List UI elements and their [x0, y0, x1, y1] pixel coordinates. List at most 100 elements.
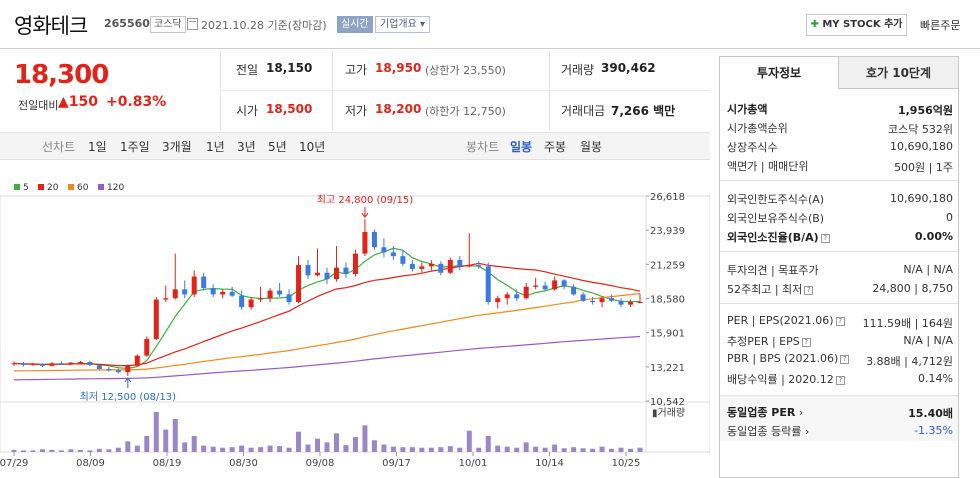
candle-body	[96, 365, 102, 370]
volume-bar	[371, 440, 377, 452]
volume-bars	[11, 412, 643, 452]
help-icon[interactable]: ?	[835, 316, 845, 326]
candle-daily[interactable]: 일봉	[510, 140, 533, 154]
volume-bar	[210, 446, 216, 452]
price-chart[interactable]: 5 20 60 120 최고 24,800 (09/15) 최저 12,500 (08/…	[0, 174, 710, 478]
pbr-value: 3.88배 | 4,712원	[866, 355, 953, 368]
legend-swatch	[14, 184, 20, 190]
period-3m[interactable]: 3개월	[162, 140, 192, 154]
add-mystock-button[interactable]: ✚ MY STOCK 추가	[806, 14, 907, 36]
candle-body	[125, 365, 131, 373]
volume-bar	[134, 445, 140, 452]
high-arrow	[361, 207, 369, 219]
ma-line-60	[13, 293, 641, 372]
period-3y[interactable]: 3년	[237, 140, 256, 154]
volume-bar	[609, 448, 615, 452]
volume-bar	[153, 412, 159, 452]
volume-bar	[637, 447, 643, 452]
volume-label: 거래량	[561, 63, 595, 77]
par-label: 액면가 | 매매단위	[727, 160, 809, 173]
volume-bar	[333, 433, 339, 452]
legend-label: 120	[107, 183, 124, 193]
candle-body	[400, 256, 406, 264]
calendar-icon	[187, 18, 198, 30]
tab-investment-info[interactable]: 투자정보	[720, 57, 839, 89]
volume-bar	[30, 450, 36, 452]
help-icon[interactable]: ?	[804, 285, 814, 295]
volume-bar	[191, 436, 197, 452]
amount-value: 7,266 백만	[611, 104, 676, 118]
volume-bar	[163, 429, 169, 452]
x-tick-label: 10/25	[612, 458, 641, 469]
volume-bar	[466, 430, 472, 452]
candle-body	[210, 288, 216, 295]
legend-swatch	[68, 184, 74, 190]
volume-bar	[571, 447, 577, 452]
candle-body	[305, 265, 311, 276]
divider	[720, 251, 958, 252]
help-icon[interactable]: ?	[820, 233, 830, 243]
header-divider	[0, 48, 980, 49]
opinion-label: 투자의견 | 목표주가	[727, 264, 819, 277]
candle-weekly[interactable]: 주봉	[544, 140, 567, 154]
divider	[720, 395, 958, 396]
candle-body	[628, 302, 634, 305]
volume-bar	[220, 447, 226, 452]
realtime-button[interactable]: 실시간	[337, 16, 373, 33]
period-1w[interactable]: 1주일	[120, 140, 150, 154]
candle-body	[134, 355, 140, 366]
candle-monthly[interactable]: 월봉	[580, 140, 603, 154]
period-1d[interactable]: 1일	[88, 140, 107, 154]
volume-bar	[87, 450, 93, 452]
help-icon[interactable]: ?	[835, 375, 845, 385]
candle-body	[49, 363, 55, 366]
ma-line-5	[13, 247, 640, 370]
legend-label: 5	[23, 183, 29, 193]
volume-bar	[11, 449, 17, 452]
low-annotation: 최저 12,500 (08/13)	[80, 391, 176, 403]
sector-per-label[interactable]: 동일업종 PER	[727, 406, 796, 419]
quick-order-link[interactable]: 빠른주문	[920, 19, 961, 32]
volume-bar	[457, 447, 463, 452]
volume-bar	[409, 447, 415, 452]
legend-label: 60	[77, 183, 89, 193]
x-tick-label: 09/17	[382, 458, 411, 469]
volume-bar	[201, 445, 207, 452]
volume-bar	[495, 445, 501, 452]
candle-body	[523, 286, 529, 299]
candle-body	[30, 363, 36, 365]
volume-bar	[514, 447, 520, 452]
stock-name: 영화테크	[14, 14, 88, 38]
sector-change-label[interactable]: 동일업종 등락률	[727, 425, 802, 438]
candle-body	[590, 300, 596, 303]
help-icon[interactable]: ?	[801, 337, 811, 347]
sector-per-value: 15.40배	[908, 407, 953, 420]
candle-body	[485, 266, 491, 303]
foreign-limit-label: 외국인한도주식수(A)	[727, 193, 825, 206]
line-chart-label: 선차트	[42, 140, 76, 154]
prev-close-value: 18,150	[266, 61, 313, 75]
candle-body	[11, 363, 17, 365]
dividend-value: 0.14%	[918, 372, 953, 385]
candle-body	[637, 302, 643, 304]
est-per-label: 추정PER | EPS	[727, 335, 800, 348]
candle-body	[333, 267, 339, 280]
company-overview-dropdown[interactable]: 기업개요 ▾	[375, 16, 430, 33]
market-badge: 코스닥	[150, 16, 186, 33]
volume-bar	[533, 446, 539, 452]
candle-body	[561, 280, 567, 287]
volume-bar	[239, 445, 245, 452]
x-tick-label: 08/19	[153, 458, 182, 469]
help-icon[interactable]: ?	[840, 354, 850, 364]
volume-bar	[172, 418, 178, 452]
per-value: 111.59배 | 164원	[862, 317, 953, 330]
candle-body	[476, 265, 482, 267]
candle-body	[390, 252, 396, 257]
period-1y[interactable]: 1년	[206, 140, 225, 154]
volume-bar	[362, 425, 368, 452]
tab-order-book[interactable]: 호가 10단계	[839, 57, 958, 89]
candle-body	[315, 272, 321, 276]
period-10y[interactable]: 10년	[299, 140, 326, 154]
period-5y[interactable]: 5년	[268, 140, 287, 154]
candle-body	[153, 299, 159, 340]
